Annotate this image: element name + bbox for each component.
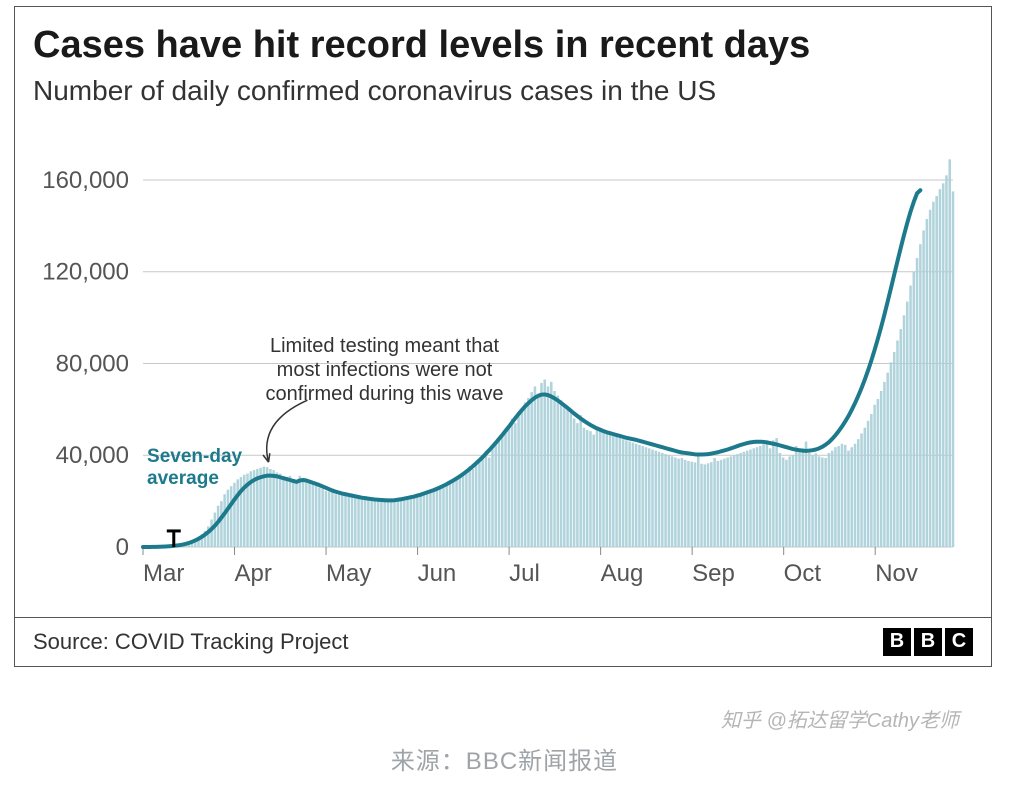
svg-text:Nov: Nov xyxy=(875,560,918,587)
chart-card: Cases have hit record levels in recent d… xyxy=(14,6,992,667)
svg-text:most infections were not: most infections were not xyxy=(277,359,493,381)
chart-title: Cases have hit record levels in recent d… xyxy=(33,25,973,67)
svg-text:Sep: Sep xyxy=(692,560,735,587)
svg-text:160,000: 160,000 xyxy=(42,167,129,194)
bbc-logo-box: C xyxy=(945,628,973,656)
svg-text:80,000: 80,000 xyxy=(56,350,129,377)
svg-text:Jun: Jun xyxy=(418,560,457,587)
svg-text:Mar: Mar xyxy=(143,560,184,587)
svg-text:Aug: Aug xyxy=(601,560,644,587)
svg-text:Seven-day: Seven-day xyxy=(147,446,242,467)
svg-text:Jul: Jul xyxy=(509,560,540,587)
chart-inner: Cases have hit record levels in recent d… xyxy=(15,7,991,617)
chart-plot: 0 40,000 80,000 120,000 160,000 Mar Apr May Jun J… xyxy=(33,127,973,617)
source-row: Source: COVID Tracking Project BBC xyxy=(15,617,991,666)
bbc-logo: BBC xyxy=(883,628,973,656)
svg-text:confirmed during this wave: confirmed during this wave xyxy=(266,383,504,405)
svg-text:Apr: Apr xyxy=(235,560,272,587)
source-text: Source: COVID Tracking Project xyxy=(33,629,348,655)
svg-text:Oct: Oct xyxy=(784,560,822,587)
watermark: 知乎 @拓达留学Cathy老师 xyxy=(721,704,959,733)
svg-text:May: May xyxy=(326,560,371,587)
bbc-logo-box: B xyxy=(883,628,911,656)
svg-text:40,000: 40,000 xyxy=(56,442,129,469)
svg-text:0: 0 xyxy=(116,534,129,561)
chart-subtitle: Number of daily confirmed coronavirus ca… xyxy=(33,75,973,107)
svg-text:Limited testing meant that: Limited testing meant that xyxy=(270,335,499,357)
plot-svg: 0 40,000 80,000 120,000 160,000 Mar Apr May Jun J… xyxy=(33,127,973,617)
caption-text: 来源：BBC新闻报道 xyxy=(0,741,1009,776)
svg-text:120,000: 120,000 xyxy=(42,259,129,286)
bbc-logo-box: B xyxy=(914,628,942,656)
svg-text:average: average xyxy=(147,468,219,489)
